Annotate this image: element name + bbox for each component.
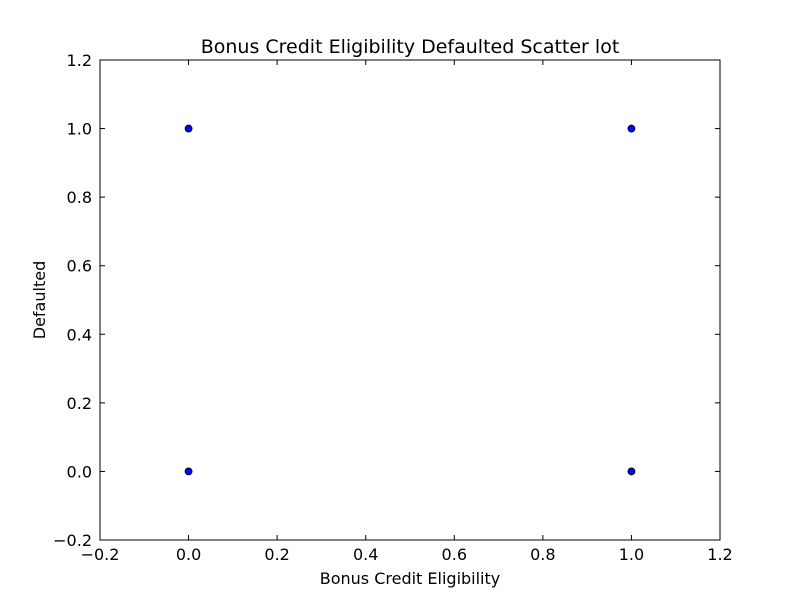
y-tick-label: −0.2 — [53, 531, 92, 550]
y-axis-label: Defaulted — [30, 261, 49, 339]
plot-frame — [99, 59, 721, 541]
plot-area — [99, 59, 721, 541]
axis-ticks — [99, 59, 721, 541]
x-tick-label: 0.6 — [442, 545, 467, 564]
y-tick-label: 0.4 — [67, 325, 92, 344]
x-tick-label: 1.2 — [707, 545, 732, 564]
scatter-point — [184, 124, 193, 133]
scatter-point — [627, 467, 636, 476]
y-tick-label: 0.6 — [67, 257, 92, 276]
x-tick-label: 1.0 — [619, 545, 644, 564]
scatter-point — [184, 467, 193, 476]
y-tick-label: 0.0 — [67, 462, 92, 481]
scatter-point — [627, 124, 636, 133]
y-tick-label: 0.2 — [67, 394, 92, 413]
y-tick-label: 1.0 — [67, 120, 92, 139]
y-tick-label: 1.2 — [67, 51, 92, 70]
y-tick-label: 0.8 — [67, 188, 92, 207]
y-tick-labels: −0.2 0.0 0.2 0.4 0.6 0.8 1.0 1.2 — [53, 51, 92, 550]
x-tick-label: 0.2 — [264, 545, 289, 564]
chart-title: Bonus Credit Eligibility Defaulted Scatt… — [201, 36, 620, 58]
x-tick-labels: −0.2 0.0 0.2 0.4 0.6 0.8 1.0 1.2 — [81, 545, 733, 564]
x-tick-label: 0.4 — [353, 545, 378, 564]
x-tick-label: 0.0 — [176, 545, 201, 564]
x-tick-label: −0.2 — [81, 545, 120, 564]
data-points — [184, 124, 636, 476]
x-axis-label: Bonus Credit Eligibility — [320, 569, 501, 588]
x-tick-label: 0.8 — [530, 545, 555, 564]
